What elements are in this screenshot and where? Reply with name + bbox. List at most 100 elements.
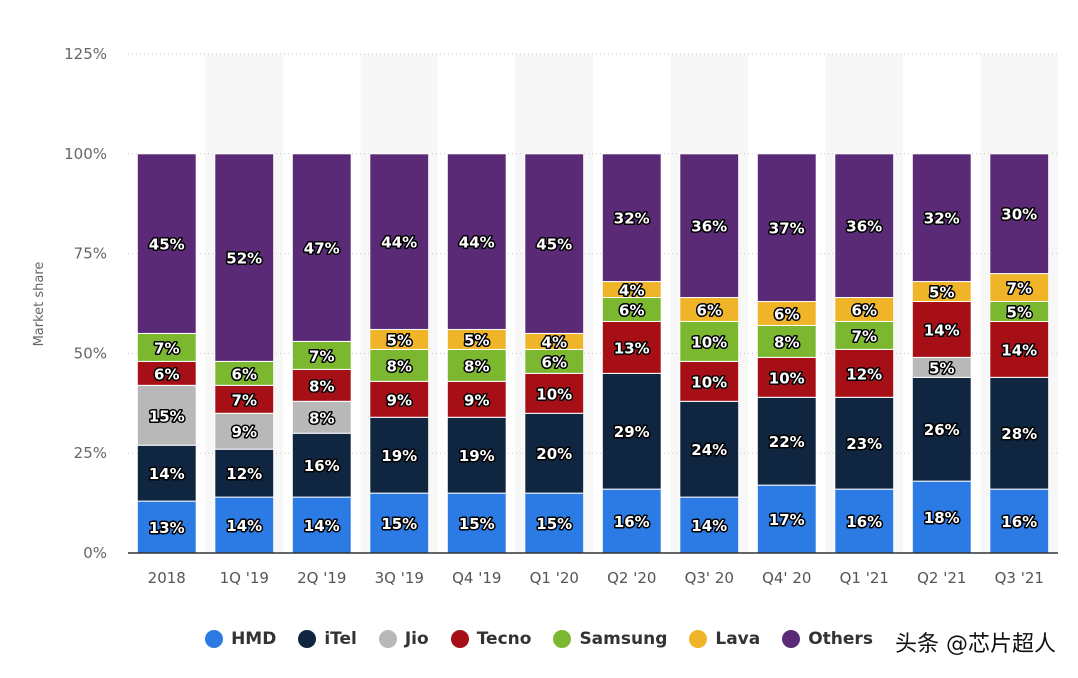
x-tick-label: Q3' 20 xyxy=(685,569,734,587)
bar-segment-itel[interactable] xyxy=(601,372,662,490)
y-tick-label: 50% xyxy=(74,344,107,362)
legend-swatch xyxy=(782,630,801,648)
bar-segment-hmd[interactable] xyxy=(911,480,972,554)
bar-segment-others[interactable] xyxy=(291,153,352,342)
bar-segment-itel[interactable] xyxy=(756,396,817,486)
data-label: 52% xyxy=(226,250,262,268)
legend-label: HMD xyxy=(231,629,277,649)
data-label: 6% xyxy=(774,305,799,323)
x-tick-label: 2Q '19 xyxy=(297,569,346,587)
bar-segment-hmd[interactable] xyxy=(989,488,1050,554)
data-label: 32% xyxy=(614,210,650,228)
legend-label: Jio xyxy=(404,629,429,649)
data-label: 6% xyxy=(619,301,644,319)
data-label: 44% xyxy=(459,234,495,252)
legend-item-hmd[interactable]: HMD xyxy=(205,629,276,649)
legend-item-others[interactable]: Others xyxy=(782,629,873,649)
y-axis-label: Market share xyxy=(32,262,47,347)
bar-segment-itel[interactable] xyxy=(214,448,275,498)
bar-segment-others[interactable] xyxy=(446,153,507,330)
bar-segment-itel[interactable] xyxy=(679,400,740,498)
bar-segment-tecno[interactable] xyxy=(291,368,352,402)
bar-segment-others[interactable] xyxy=(601,153,662,283)
bar-segment-jio[interactable] xyxy=(214,412,275,450)
bar-segment-tecno[interactable] xyxy=(756,356,817,398)
legend-item-jio[interactable]: Jio xyxy=(378,629,429,649)
bar-segment-itel[interactable] xyxy=(524,412,585,494)
legend-item-itel[interactable]: iTel xyxy=(298,629,357,649)
data-label: 30% xyxy=(1001,206,1037,224)
legend-item-samsung[interactable]: Samsung xyxy=(553,629,667,649)
data-label: 8% xyxy=(464,357,489,375)
data-label: 28% xyxy=(1001,425,1037,443)
bar-segment-tecno[interactable] xyxy=(524,372,585,414)
data-label: 6% xyxy=(697,301,722,319)
data-label: 14% xyxy=(1001,341,1037,359)
data-label: 6% xyxy=(542,353,567,371)
data-label: 32% xyxy=(924,210,960,228)
data-label: 14% xyxy=(226,517,262,535)
bar-segment-hmd[interactable] xyxy=(756,484,817,554)
bar-segment-others[interactable] xyxy=(369,153,430,330)
data-label: 24% xyxy=(691,441,727,459)
bar-segment-tecno[interactable] xyxy=(911,301,972,358)
bar-segment-others[interactable] xyxy=(524,153,585,334)
bar-segment-hmd[interactable] xyxy=(136,500,197,554)
data-label: 16% xyxy=(846,513,882,531)
bar-segment-others[interactable] xyxy=(756,153,817,303)
legend-item-tecno[interactable]: Tecno xyxy=(450,629,531,649)
bar-segment-tecno[interactable] xyxy=(369,380,430,418)
bar-segment-samsung[interactable] xyxy=(136,332,197,362)
bar-segment-itel[interactable] xyxy=(291,432,352,498)
data-label: 45% xyxy=(149,236,185,254)
bar-segment-others[interactable] xyxy=(136,153,197,334)
bar-segment-samsung[interactable] xyxy=(834,320,895,350)
data-label: 16% xyxy=(614,513,650,531)
y-tick-label: 125% xyxy=(64,45,107,63)
x-axis-ticks: 2018 1Q '19 2Q '19 3Q '19 Q4 '19 Q1 '20 Q2 '20… xyxy=(148,569,1044,587)
bar-segment-tecno[interactable] xyxy=(989,320,1050,378)
bar-segment-hmd[interactable] xyxy=(369,492,430,554)
data-label: 16% xyxy=(304,457,340,475)
data-label: 36% xyxy=(691,218,727,236)
bar-segment-hmd[interactable] xyxy=(601,488,662,554)
bar-segment-others[interactable] xyxy=(679,153,740,299)
bar-segment-others[interactable] xyxy=(989,153,1050,275)
data-label: 23% xyxy=(846,435,882,453)
bar-segment-hmd[interactable] xyxy=(834,488,895,554)
bar-segment-itel[interactable] xyxy=(136,444,197,502)
bar-segment-itel[interactable] xyxy=(446,416,507,494)
y-tick-label: 100% xyxy=(64,145,107,163)
x-tick-label: Q4 '19 xyxy=(452,569,501,587)
data-label: 8% xyxy=(309,377,334,395)
bar-segment-others[interactable] xyxy=(214,153,275,362)
data-label: 47% xyxy=(304,240,340,258)
bar-segment-hmd[interactable] xyxy=(291,496,352,554)
bar-segment-samsung[interactable] xyxy=(291,340,352,370)
bar-segment-hmd[interactable] xyxy=(214,496,275,554)
bar-segment-samsung[interactable] xyxy=(679,320,740,362)
legend: HMD iTel Jio Tecno Samsung Lava Others xyxy=(0,622,1078,656)
x-tick-label: 3Q '19 xyxy=(375,569,424,587)
data-label: 12% xyxy=(846,365,882,383)
bar-segment-others[interactable] xyxy=(911,153,972,283)
bar-segment-tecno[interactable] xyxy=(679,360,740,402)
bar-segment-jio[interactable] xyxy=(136,384,197,446)
bar-segment-others[interactable] xyxy=(834,153,895,299)
legend-label: Samsung xyxy=(579,629,668,649)
bar-segment-tecno[interactable] xyxy=(446,380,507,418)
bar-segment-itel[interactable] xyxy=(989,376,1050,490)
legend-swatch xyxy=(689,630,708,648)
data-label: 6% xyxy=(232,365,257,383)
bar-segment-samsung[interactable] xyxy=(446,348,507,382)
bar-segment-jio[interactable] xyxy=(291,400,352,434)
data-label: 6% xyxy=(154,365,179,383)
legend-item-lava[interactable]: Lava xyxy=(689,629,760,649)
bar-segment-itel[interactable] xyxy=(911,376,972,482)
data-label: 5% xyxy=(929,359,954,377)
data-label: 14% xyxy=(924,321,960,339)
data-label: 12% xyxy=(226,465,262,483)
bar-segment-itel[interactable] xyxy=(834,396,895,490)
bar-segment-tecno[interactable] xyxy=(834,348,895,398)
data-label: 7% xyxy=(852,327,877,345)
